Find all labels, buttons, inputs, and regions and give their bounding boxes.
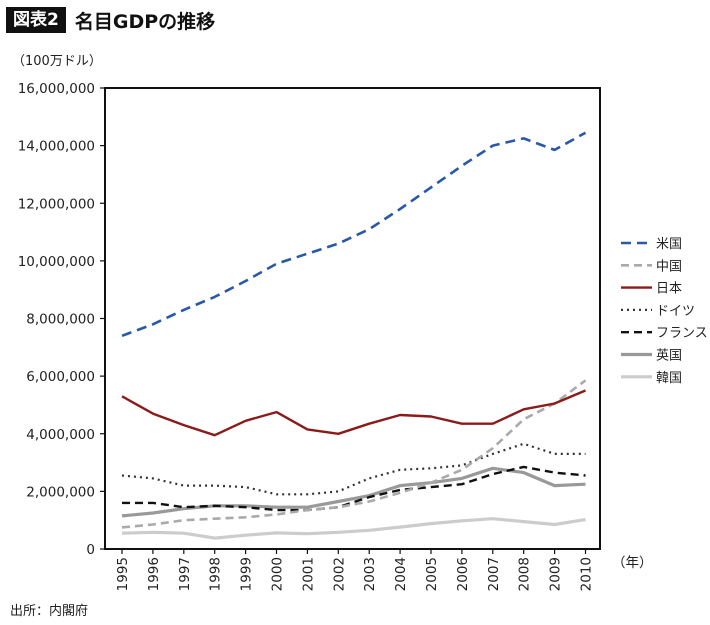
x-tick-label: 2008 [517,557,533,591]
legend-label: 中国 [656,259,682,274]
y-tick-label: 10,000,000 [18,254,95,270]
x-tick-label: 2006 [455,557,471,591]
source-note: 出所：内閣府 [10,604,89,619]
x-tick-label: 2009 [548,557,564,591]
x-tick-label: 1999 [239,557,255,591]
x-tick-label: 2005 [424,557,440,591]
x-tick-label: 2000 [270,557,286,591]
x-tick-label: 1997 [177,557,193,591]
chart-title: 名目GDPの推移 [74,10,216,33]
x-axis-label: （年） [612,555,653,571]
x-tick-label: 2007 [486,557,502,591]
legend-label: 日本 [656,282,682,297]
y-tick-label: 14,000,000 [18,139,95,155]
y-tick-label: 2,000,000 [26,484,95,500]
series-line-0 [121,131,587,338]
figure-header: 図表2 名目GDPの推移 [6,6,215,34]
series-line-3 [121,442,586,496]
y-tick-label: 12,000,000 [18,196,95,212]
series-line-5 [121,466,586,518]
x-tick-label: 2003 [362,557,378,591]
series-line-2 [121,389,586,437]
x-tick-label: 2010 [579,557,595,591]
y-tick-label: 0 [86,542,95,558]
x-tick-label: 2001 [300,557,316,591]
legend-label: 米国 [656,237,682,252]
series-line-4 [122,465,586,512]
legend-label: ドイツ [656,304,695,319]
legend-label: フランス [656,326,708,341]
y-tick-label: 8,000,000 [26,312,95,328]
x-tick-label: 1995 [115,557,131,591]
y-tick-label: 4,000,000 [26,427,95,443]
plot-frame [104,87,601,550]
x-tick-label: 2002 [331,557,347,591]
y-tick-label: 6,000,000 [26,369,95,385]
legend-label: 韓国 [656,371,682,386]
series-line-1 [121,379,587,529]
x-tick-label: 1996 [146,557,162,591]
legend-label: 英国 [656,349,682,364]
x-tick-label: 2004 [393,557,409,591]
x-tick-label: 1998 [208,557,224,591]
series-line-6 [121,517,586,540]
y-tick-label: 16,000,000 [18,81,95,97]
figure-badge: 図表2 [6,7,66,33]
y-unit-label: （100万ドル） [12,54,102,69]
